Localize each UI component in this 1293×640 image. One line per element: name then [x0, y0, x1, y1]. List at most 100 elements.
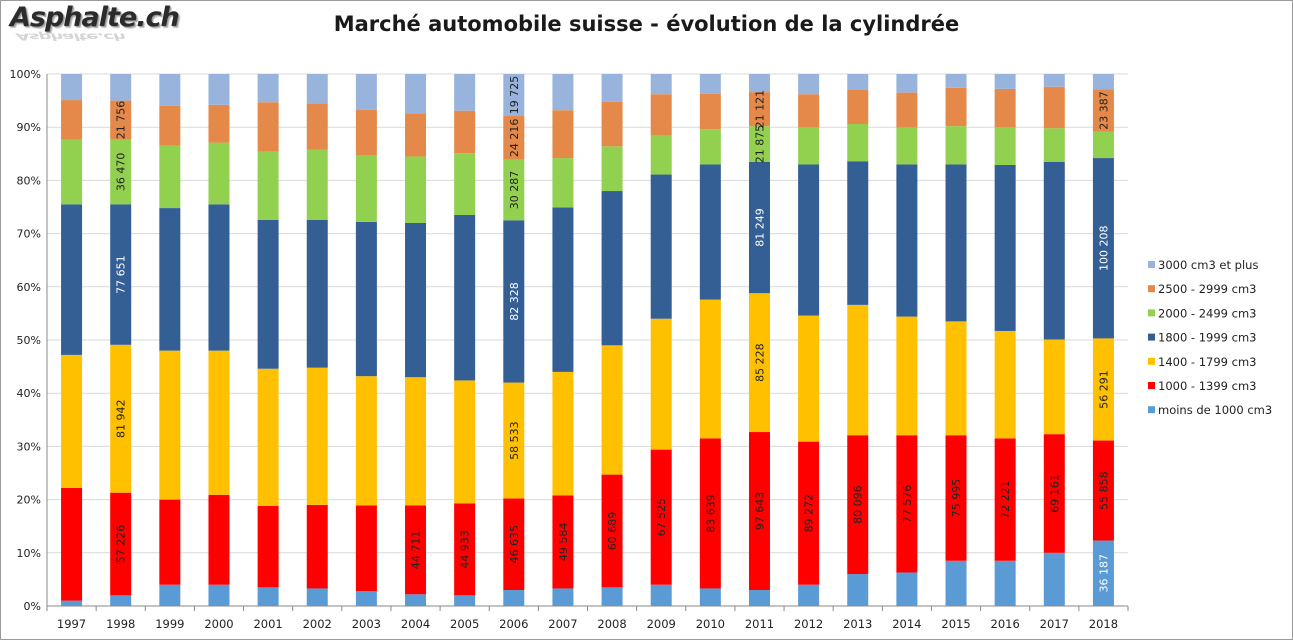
logo: Asphalte.ch — [10, 2, 180, 33]
y-tick-label: 60% — [17, 281, 41, 294]
bar-segment — [896, 92, 918, 128]
bar-segment — [748, 432, 770, 591]
data-label: 44 711 — [410, 531, 423, 570]
bar-segment — [1043, 434, 1065, 553]
bar-segment — [552, 371, 574, 496]
bar-segment — [454, 595, 476, 606]
bar-segment — [552, 110, 574, 159]
data-label: 97 643 — [753, 492, 766, 530]
bar-segment — [601, 474, 623, 588]
bar-segment — [503, 382, 525, 499]
bar-segment — [601, 587, 623, 606]
bar-segment — [847, 161, 869, 305]
bar-segment — [306, 103, 328, 150]
y-tick-label: 30% — [17, 440, 41, 453]
legend-label: 1800 - 1999 cm3 — [1158, 331, 1257, 345]
bar-segment — [798, 441, 820, 585]
bar-segment — [650, 318, 672, 450]
bar-segment — [503, 220, 525, 383]
bar-segment — [208, 350, 230, 495]
bar-segment — [306, 504, 328, 589]
legend-label: 2500 - 2999 cm3 — [1158, 282, 1257, 296]
data-label: 57 226 — [115, 525, 128, 564]
bar-segment — [650, 74, 672, 95]
data-label: 46 635 — [508, 525, 521, 564]
bar-segment — [208, 204, 230, 351]
data-label: 77 651 — [115, 255, 128, 294]
data-label: 21 121 — [753, 90, 766, 129]
bar-segment — [994, 164, 1016, 331]
bar-segment — [699, 129, 721, 165]
bar-segment — [257, 505, 279, 588]
bar-segment — [1092, 131, 1114, 159]
bar-segment — [257, 368, 279, 506]
bar-segment — [650, 174, 672, 319]
bar-segment — [699, 438, 721, 589]
bar-segment — [61, 139, 83, 205]
bar-segment — [1092, 540, 1114, 606]
bar-segment — [110, 74, 132, 101]
bar-segment — [159, 584, 181, 606]
bar-segment — [601, 101, 623, 147]
y-tick-label: 70% — [17, 228, 41, 241]
bar-segment — [748, 92, 770, 127]
bar-segment — [945, 74, 967, 88]
data-label: 83 639 — [704, 494, 717, 533]
data-label: 36 470 — [115, 153, 128, 192]
bar-segment — [159, 208, 181, 351]
x-tick-label: 2012 — [794, 617, 823, 631]
bar-segment — [1092, 89, 1114, 132]
x-tick-label: 2009 — [647, 617, 676, 631]
bar-segment — [1043, 161, 1065, 340]
bar-segment — [798, 74, 820, 95]
legend-swatch — [1148, 357, 1155, 365]
bar-segment — [552, 74, 574, 111]
bar-segment — [699, 588, 721, 606]
data-label: 81 249 — [753, 208, 766, 247]
bar-segment — [994, 88, 1016, 128]
bar-segment — [405, 74, 427, 114]
data-label: 55 858 — [1097, 471, 1110, 510]
bar-segment — [405, 156, 427, 223]
bar-segment — [798, 315, 820, 442]
data-label: 82 328 — [508, 282, 521, 321]
bar-segment — [159, 145, 181, 209]
bar-segment — [748, 590, 770, 606]
data-labels: 57 226 81 942 77 651 36 470 21 756 44 711 44 9… — [115, 76, 1111, 593]
bar-segment — [847, 435, 869, 575]
data-label: 89 272 — [803, 494, 816, 533]
x-tick-label: 2004 — [401, 617, 430, 631]
data-label: 30 287 — [508, 171, 521, 210]
bar-segment — [454, 214, 476, 381]
bar-segment — [355, 155, 377, 222]
bar-segment — [306, 588, 328, 606]
data-label: 44 933 — [459, 530, 472, 569]
data-label: 24 216 — [508, 119, 521, 158]
bar-segment — [1043, 339, 1065, 435]
bar-segment — [454, 380, 476, 504]
bar-segment — [994, 127, 1016, 165]
bar-segment — [405, 222, 427, 378]
bar-segment — [110, 100, 132, 140]
data-label: 56 291 — [1097, 370, 1110, 409]
bar-segment — [355, 109, 377, 156]
data-label: 36 187 — [1097, 554, 1110, 593]
bar-segment — [994, 438, 1016, 561]
bar-segment — [847, 124, 869, 162]
data-label: 58 533 — [508, 421, 521, 460]
bar-segment — [159, 105, 181, 146]
bar-segment — [306, 219, 328, 368]
x-tick-label: 2018 — [1089, 617, 1118, 631]
x-tick-label: 2016 — [991, 617, 1020, 631]
x-tick-label: 2005 — [450, 617, 479, 631]
bar-segment — [748, 126, 770, 162]
bar-segment — [798, 127, 820, 165]
bar-segment — [1092, 440, 1114, 541]
bar-segment — [61, 100, 83, 140]
bar-segment — [945, 126, 967, 165]
bar-segment — [650, 94, 672, 136]
data-label: 49 584 — [557, 523, 570, 562]
legend-swatch — [1148, 285, 1155, 293]
data-label: 67 525 — [655, 498, 668, 537]
bar-segment — [552, 207, 574, 372]
